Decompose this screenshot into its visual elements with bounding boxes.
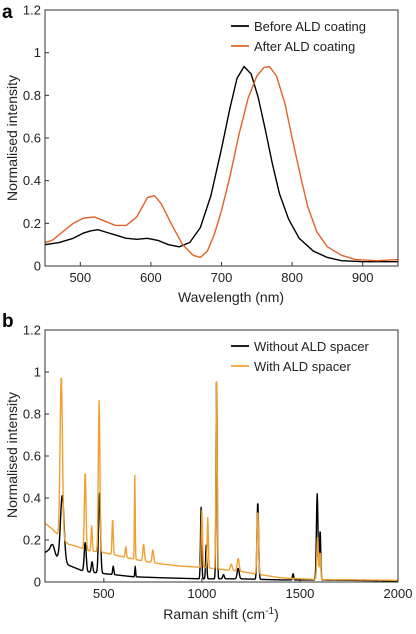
panel-a-ytick-label: 1 bbox=[34, 45, 41, 60]
legend-label-without-ald-spacer: Without ALD spacer bbox=[254, 339, 370, 354]
panel-b-letter: b bbox=[2, 311, 14, 332]
panel-a-ytick-label: 0.8 bbox=[23, 88, 41, 103]
panel-b-xlabel-main: Raman shift (cm bbox=[163, 606, 265, 622]
panel-b-xtick-label: 2000 bbox=[384, 586, 413, 601]
panel-a-xlabel: Wavelength (nm) bbox=[178, 289, 284, 305]
panel-a-ylabel: Normalised intensity bbox=[4, 75, 20, 201]
panel-a-ytick-label: 0.4 bbox=[23, 173, 41, 188]
panel-a-xtick-label: 800 bbox=[281, 270, 303, 285]
legend-label-before-ald: Before ALD coating bbox=[254, 19, 366, 34]
panel-a-ytick-label: 0.6 bbox=[23, 131, 41, 146]
panel-b-ytick-label: 0.8 bbox=[23, 407, 41, 422]
panel-a: a Normalised intensity Wavelength (nm) 0… bbox=[2, 2, 399, 305]
panel-b-series-lines bbox=[44, 377, 399, 582]
panel-a-xtick-label: 600 bbox=[140, 270, 162, 285]
panel-b-xtick-label: 1500 bbox=[285, 586, 314, 601]
panel-a-xtick-label: 700 bbox=[211, 270, 233, 285]
panel-b-ytick-label: 1.2 bbox=[23, 323, 41, 338]
panel-a-xtick-label: 500 bbox=[69, 270, 91, 285]
panel-b-legend: Without ALD spacer With ALD spacer bbox=[231, 339, 370, 374]
panel-b-ytick-label: 0.6 bbox=[23, 449, 41, 464]
panel-a-ytick-label: 1.2 bbox=[23, 3, 41, 18]
panel-b-xtick-label: 500 bbox=[93, 586, 115, 601]
panel-b-ytick-label: 0.2 bbox=[23, 533, 41, 548]
panel-b-ytick-label: 1 bbox=[34, 365, 41, 380]
panel-a-ytick-label: 0.2 bbox=[23, 216, 41, 231]
series-line-after-ald-coating bbox=[44, 65, 399, 262]
panel-b-ticks: 0 0.2 0.4 0.6 0.8 1 1.2 500 1000 1500 2000 bbox=[23, 323, 413, 602]
panel-b-plot-frame bbox=[44, 329, 399, 583]
panel-a-ticks: 0 0.2 0.4 0.6 0.8 1 1.2 500 600 700 800 900 bbox=[23, 3, 374, 286]
panel-b-ylabel: Normalised intensity bbox=[4, 392, 20, 518]
legend-label-with-ald-spacer: With ALD spacer bbox=[254, 359, 351, 374]
panel-a-ytick-label: 0 bbox=[34, 259, 41, 274]
panel-a-xtick-label: 900 bbox=[352, 270, 374, 285]
panel-b-ytick-label: 0 bbox=[34, 575, 41, 590]
series-line-before-ald-coating bbox=[44, 65, 398, 263]
panel-b-xlabel-close: ) bbox=[274, 606, 279, 622]
panel-a-plot-frame bbox=[44, 9, 399, 267]
panel-b-xtick-label: 1000 bbox=[187, 586, 216, 601]
panel-b-xlabel-sup: -1 bbox=[265, 606, 274, 617]
panel-a-legend: Before ALD coating After ALD coating bbox=[231, 19, 366, 54]
panel-a-letter: a bbox=[2, 2, 13, 23]
legend-label-after-ald: After ALD coating bbox=[254, 39, 355, 54]
panel-a-series-lines bbox=[44, 65, 399, 263]
panel-b-xlabel: Raman shift (cm-1) bbox=[163, 606, 279, 622]
series-line-with-ald-spacer bbox=[44, 377, 399, 582]
panel-b-ytick-label: 0.4 bbox=[23, 491, 41, 506]
panel-b: b Normalised intensity Raman shift (cm-1… bbox=[2, 311, 412, 622]
